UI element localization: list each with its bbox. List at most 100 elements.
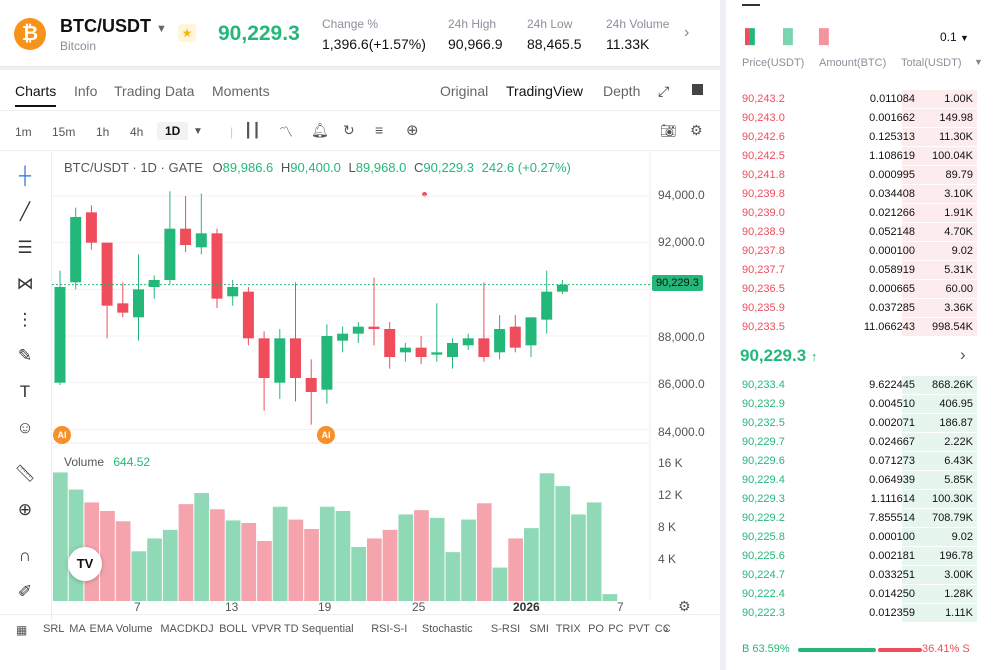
lock-drawing-icon[interactable]: ✐ bbox=[17, 582, 33, 601]
bid-row[interactable]: 90,229.7 0.024667 2.22K bbox=[726, 433, 995, 452]
ask-row[interactable]: 90,243.2 0.011084 1.00K bbox=[726, 90, 995, 109]
chevron-down-icon[interactable]: ▼ bbox=[974, 57, 983, 67]
ruler-icon[interactable]: 📏︎ bbox=[14, 464, 36, 483]
tab-info[interactable]: Info bbox=[74, 83, 98, 99]
indicator-item[interactable]: MA bbox=[69, 623, 86, 635]
bid-row[interactable]: 90,225.6 0.002181 196.78 bbox=[726, 547, 995, 566]
ask-row[interactable]: 90,235.9 0.037285 3.36K bbox=[726, 299, 995, 318]
indicator-item[interactable]: S-RSI bbox=[490, 623, 521, 635]
interval-1h[interactable]: 1h bbox=[96, 125, 110, 139]
favorite-star-icon[interactable]: ★ bbox=[178, 24, 196, 42]
view-asks-icon[interactable]: ▐▌ bbox=[814, 28, 834, 44]
indicator-item[interactable]: SMI bbox=[529, 623, 549, 635]
bid-row[interactable]: 90,222.3 0.012359 1.11K bbox=[726, 604, 995, 623]
ask-row[interactable]: 90,233.5 11.066243 998.54K bbox=[726, 318, 995, 337]
indicator-item[interactable]: VPVR bbox=[251, 623, 282, 635]
bid-row[interactable]: 90,229.2 7.855514 708.79K bbox=[726, 509, 995, 528]
brush-icon[interactable]: ✎ bbox=[17, 346, 33, 365]
ask-row[interactable]: 90,242.6 0.125313 11.30K bbox=[726, 128, 995, 147]
emoji-icon[interactable]: ☺ bbox=[16, 418, 34, 437]
add-icon[interactable]: ⊕ bbox=[406, 122, 419, 139]
volume-bar bbox=[414, 510, 429, 601]
bid-row[interactable]: 90,232.9 0.004510 406.95 bbox=[726, 395, 995, 414]
indicator-item[interactable]: KDJ bbox=[192, 623, 214, 635]
bid-row[interactable]: 90,233.4 9.622445 868.26K bbox=[726, 376, 995, 395]
bid-row[interactable]: 90,222.4 0.014250 1.28K bbox=[726, 585, 995, 604]
view-depth[interactable]: Depth bbox=[603, 83, 641, 99]
prediction-icon[interactable]: ⋮ bbox=[16, 310, 34, 329]
ask-row[interactable]: 90,239.8 0.034408 3.10K bbox=[726, 185, 995, 204]
ask-row[interactable]: 90,243.0 0.001662 149.98 bbox=[726, 109, 995, 128]
interval-dropdown-icon[interactable]: ▼ bbox=[193, 126, 203, 137]
indicator-item[interactable]: MACD bbox=[160, 623, 193, 635]
ai-badge[interactable]: AI bbox=[317, 426, 335, 444]
bid-row[interactable]: 90,225.8 0.000100 9.02 bbox=[726, 528, 995, 547]
view-bids-icon[interactable]: ▐▌ bbox=[778, 28, 798, 44]
gear-icon[interactable]: ⚙ bbox=[690, 122, 703, 138]
price-chart[interactable] bbox=[52, 151, 720, 601]
alert-icon[interactable]: 🔔︎ bbox=[311, 122, 329, 138]
chevron-right-icon[interactable]: › bbox=[960, 345, 966, 364]
indicator-item[interactable]: PVT bbox=[628, 623, 650, 635]
interval-1m[interactable]: 1m bbox=[15, 125, 32, 139]
zoom-in-icon[interactable]: ⊕ bbox=[17, 500, 33, 519]
chevron-right-icon[interactable]: › bbox=[664, 620, 669, 636]
bid-row[interactable]: 90,229.6 0.071273 6.43K bbox=[726, 452, 995, 471]
bid-row[interactable]: 90,229.4 0.064939 5.85K bbox=[726, 471, 995, 490]
indicator-item[interactable]: PC bbox=[608, 623, 624, 635]
settings-list-icon[interactable]: ≡ bbox=[375, 122, 384, 138]
crosshair-icon[interactable]: ┼ bbox=[18, 166, 32, 185]
depth-bar bbox=[902, 299, 977, 317]
indicator-item[interactable]: PO bbox=[588, 623, 604, 635]
camera-icon[interactable]: 📷︎ bbox=[660, 123, 677, 138]
view-both-icon[interactable]: ▐▌ bbox=[740, 28, 760, 44]
candle-type-icon[interactable]: ┃┃ bbox=[244, 122, 261, 138]
interval-4h[interactable]: 4h bbox=[130, 125, 144, 139]
tab-moments[interactable]: Moments bbox=[212, 83, 270, 99]
tab-trading-data[interactable]: Trading Data bbox=[114, 83, 195, 99]
replay-icon[interactable]: ↻ bbox=[343, 122, 355, 138]
bid-row[interactable]: 90,229.3 1.111614 100.30K bbox=[726, 490, 995, 509]
precision-select[interactable]: 0.1 ▼ bbox=[940, 30, 969, 44]
indicator-item[interactable]: Volume bbox=[115, 623, 153, 635]
interval-1d[interactable]: 1D bbox=[157, 122, 189, 140]
row-amount: 0.034408 bbox=[869, 188, 915, 200]
fib-lines-icon[interactable]: ☰ bbox=[17, 238, 33, 257]
axis-settings-icon[interactable]: ⚙ bbox=[678, 598, 691, 614]
indicator-item[interactable]: Stochastic bbox=[421, 623, 473, 635]
pattern-icon[interactable]: ⋈ bbox=[16, 274, 34, 293]
view-original[interactable]: Original bbox=[440, 83, 489, 99]
ask-row[interactable]: 90,241.8 0.000995 89.79 bbox=[726, 166, 995, 185]
ask-row[interactable]: 90,238.9 0.052148 4.70K bbox=[726, 223, 995, 242]
indicator-item[interactable]: SRL bbox=[43, 623, 65, 635]
ask-row[interactable]: 90,242.5 1.108619 100.04K bbox=[726, 147, 995, 166]
ask-row[interactable]: 90,237.7 0.058919 5.31K bbox=[726, 261, 995, 280]
layout-icon[interactable] bbox=[692, 84, 703, 95]
interval-15m[interactable]: 15m bbox=[52, 125, 76, 139]
ask-row[interactable]: 90,237.8 0.000100 9.02 bbox=[726, 242, 995, 261]
magnet-icon[interactable]: ∩ bbox=[18, 546, 32, 565]
indicators-icon[interactable]: 〽 bbox=[279, 124, 293, 140]
y-tick: 84,000.0 bbox=[658, 425, 705, 439]
trendline-icon[interactable]: ╱ bbox=[19, 202, 31, 221]
ai-badge[interactable]: AI bbox=[53, 426, 71, 444]
indicator-item[interactable]: EMA bbox=[89, 623, 114, 635]
calendar-icon[interactable]: ▦ bbox=[16, 623, 28, 637]
indicator-item[interactable]: BOLL bbox=[219, 623, 248, 635]
indicator-item[interactable]: TD Sequential bbox=[283, 623, 354, 635]
bid-row[interactable]: 90,232.5 0.002071 186.87 bbox=[726, 414, 995, 433]
text-icon[interactable]: T bbox=[19, 382, 31, 401]
view-tradingview[interactable]: TradingView bbox=[506, 83, 584, 99]
tradingview-logo-icon[interactable]: TV bbox=[68, 547, 102, 581]
indicator-item[interactable]: RSI-S-I bbox=[371, 623, 408, 635]
chevron-right-icon[interactable]: › bbox=[684, 24, 690, 41]
ask-row[interactable]: 90,236.5 0.000665 60.00 bbox=[726, 280, 995, 299]
ask-row[interactable]: 90,239.0 0.021266 1.91K bbox=[726, 204, 995, 223]
chart-grid bbox=[52, 195, 650, 430]
tab-charts[interactable]: Charts bbox=[15, 83, 57, 107]
indicator-item[interactable]: CC bbox=[654, 623, 671, 635]
bid-row[interactable]: 90,224.7 0.033251 3.00K bbox=[726, 566, 995, 585]
indicator-item[interactable]: TRIX bbox=[555, 623, 581, 635]
pair-selector[interactable]: BTC/USDT ▼ bbox=[60, 16, 167, 37]
fullscreen-icon[interactable]: ⤢ bbox=[658, 83, 670, 99]
